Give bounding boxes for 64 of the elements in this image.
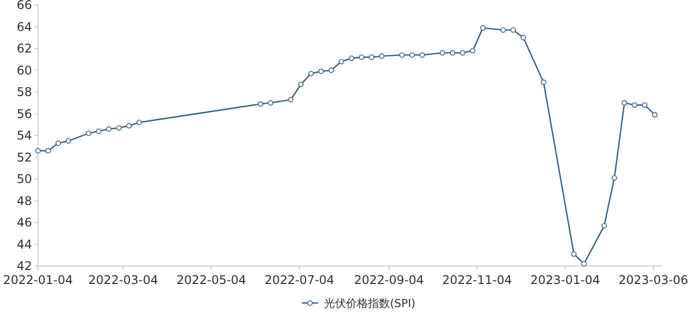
point (480, 25, 486, 31)
point (288, 96, 294, 102)
point (632, 102, 638, 108)
x-tick-label: 2022-09-04 (354, 273, 424, 287)
point (308, 70, 314, 76)
point (45, 148, 51, 154)
point (268, 100, 274, 106)
point (358, 54, 364, 60)
x-tick-label: 2022-11-04 (442, 273, 512, 287)
point (338, 58, 344, 64)
y-tick-label: 56 (16, 106, 32, 121)
point (581, 261, 587, 267)
point (348, 56, 354, 61)
x-tick-label: 2022-01-04 (3, 273, 73, 287)
point (298, 82, 304, 88)
legend-label: 光伏价格指数(SPI) (324, 296, 416, 310)
point (66, 138, 72, 144)
point (35, 148, 41, 154)
y-tick-label: 44 (16, 237, 32, 252)
x-tick-label: 2023-01-04 (530, 273, 600, 287)
point (318, 68, 324, 74)
x-tick-label: 2023-03-06 (618, 273, 688, 287)
point (500, 27, 506, 33)
point (540, 80, 546, 85)
point (622, 100, 628, 106)
y-tick-label: 42 (16, 259, 32, 274)
point (368, 54, 374, 60)
x-tick-label: 2022-03-04 (88, 273, 158, 287)
y-tick-label: 52 (16, 150, 32, 164)
point (450, 50, 456, 56)
point (86, 130, 92, 136)
y-tick-label: 58 (16, 85, 32, 100)
y-tick-label: 48 (16, 194, 32, 208)
point (106, 126, 112, 132)
point (460, 50, 466, 56)
point (602, 223, 607, 228)
point (510, 27, 516, 33)
point (116, 125, 122, 131)
y-tick-label: 46 (16, 216, 32, 230)
y-tick-label: 50 (16, 172, 32, 186)
y-tick-label: 66 (16, 0, 32, 12)
point (409, 52, 415, 58)
point (612, 175, 618, 181)
point (399, 52, 405, 58)
point (126, 123, 132, 128)
y-tick-label: 62 (16, 42, 32, 56)
point (642, 102, 648, 108)
point (652, 112, 658, 118)
point (470, 48, 476, 54)
point (420, 52, 425, 58)
x-tick-label: 2022-07-04 (264, 273, 334, 287)
point (56, 140, 61, 146)
y-tick-label: 60 (16, 63, 32, 78)
point (328, 68, 334, 73)
point (571, 251, 577, 257)
x-tick-label: 2022-05-04 (176, 273, 246, 287)
point (440, 50, 446, 56)
point (258, 101, 264, 107)
y-tick-label: 54 (16, 128, 32, 143)
point (136, 120, 142, 126)
point (520, 34, 526, 40)
y-tick-label: 64 (16, 20, 32, 34)
point (379, 53, 384, 59)
point (96, 128, 102, 134)
